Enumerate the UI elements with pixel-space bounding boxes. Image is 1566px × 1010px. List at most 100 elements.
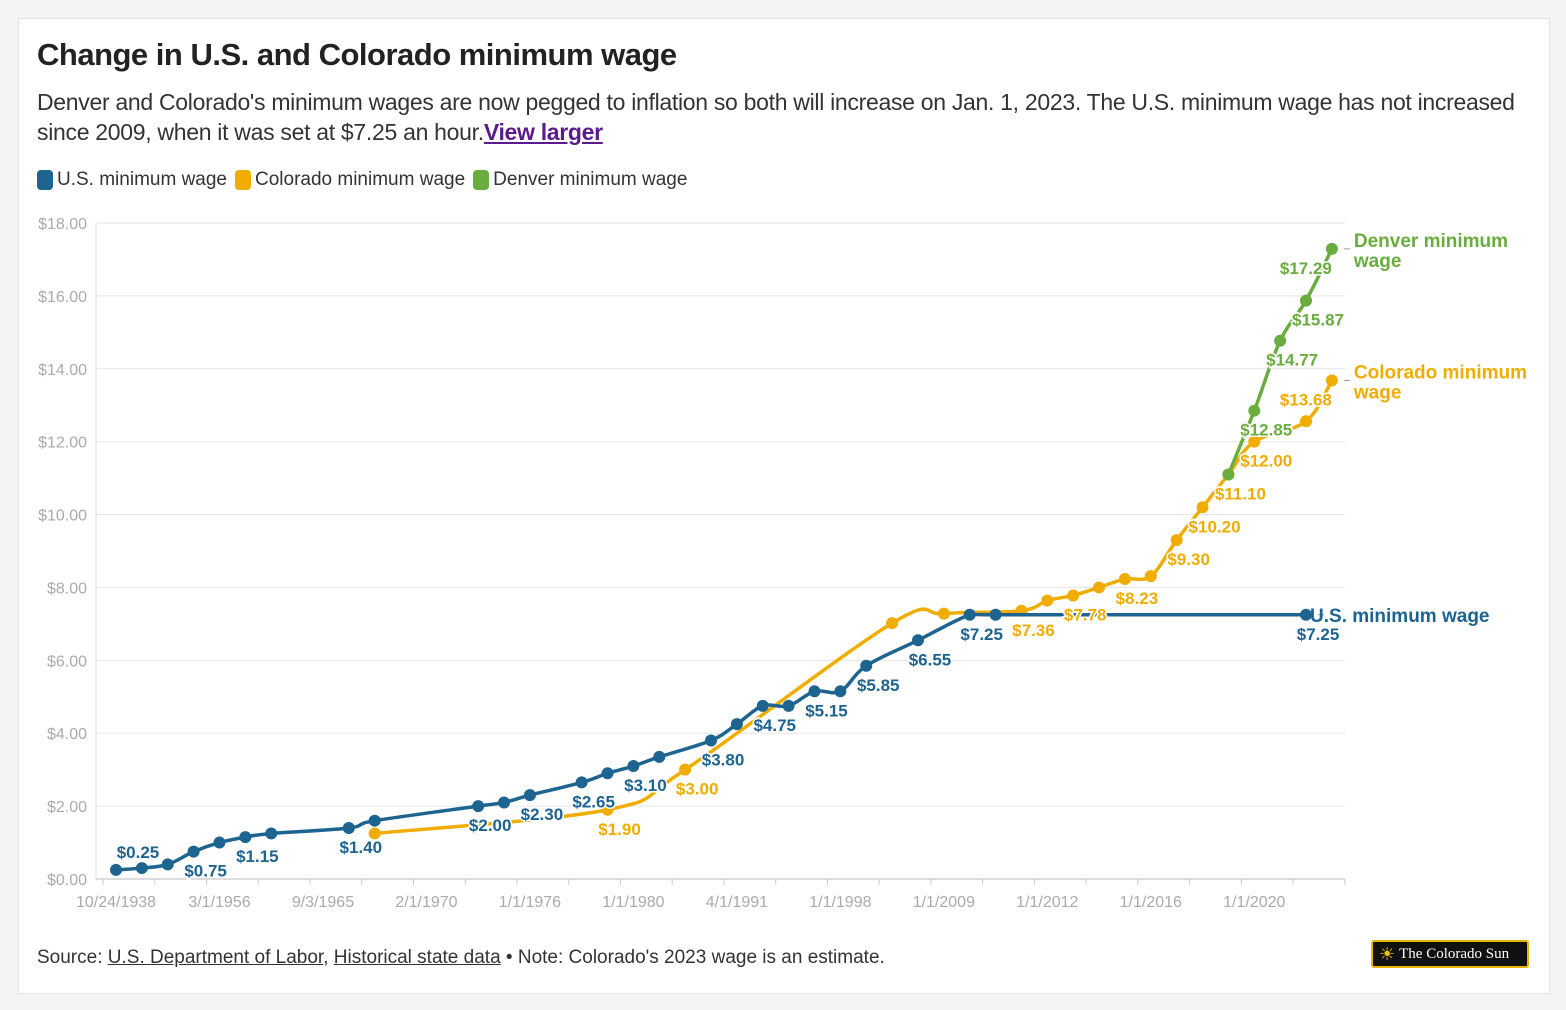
data-point-us xyxy=(963,608,976,621)
data-point-us xyxy=(161,858,174,871)
series-line-colorado xyxy=(374,379,1334,836)
legend-swatch-us xyxy=(37,170,53,190)
data-point-us xyxy=(860,659,873,672)
data-label-us: $1.40 xyxy=(340,838,383,857)
data-label-denver: $15.87 xyxy=(1292,311,1344,330)
data-point-colorado xyxy=(1041,594,1054,607)
legend-swatch-denver xyxy=(473,170,490,190)
data-label-us: $2.00 xyxy=(469,816,512,835)
data-label-us: $1.15 xyxy=(236,847,279,866)
end-label-us: U.S. minimum wage xyxy=(1310,606,1489,627)
data-point-us xyxy=(911,634,924,647)
data-point-us xyxy=(110,863,122,876)
data-point-colorado xyxy=(886,617,899,630)
source-note-text: • Note: Colorado's 2023 wage is an estim… xyxy=(500,947,885,968)
x-tick-label: 3/1/1956 xyxy=(188,894,250,911)
data-label-us: $4.75 xyxy=(753,716,796,735)
data-point-us xyxy=(1300,608,1313,621)
y-tick-label: $16.00 xyxy=(38,289,87,306)
data-point-colorado xyxy=(1144,570,1157,583)
x-tick-label: 1/1/1976 xyxy=(499,894,561,911)
data-point-us xyxy=(342,821,355,834)
legend: U.S. minimum wage Colorado minimum wage … xyxy=(37,169,687,191)
data-label-us: $2.65 xyxy=(572,792,615,811)
data-point-us xyxy=(368,814,381,827)
x-tick-label: 1/1/2012 xyxy=(1016,894,1078,911)
data-point-us xyxy=(213,836,226,849)
data-point-colorado xyxy=(679,763,692,776)
data-label-colorado: $11.10 xyxy=(1215,484,1266,503)
y-tick-label: $6.00 xyxy=(47,653,87,670)
colorado-sun-logo[interactable]: ☀ The Colorado Sun xyxy=(1371,940,1529,968)
data-point-colorado xyxy=(1118,573,1131,586)
legend-label: U.S. minimum wage xyxy=(57,169,227,190)
data-point-colorado xyxy=(1248,435,1261,448)
source-link-state[interactable]: Historical state data xyxy=(333,947,501,968)
data-point-us xyxy=(187,845,200,858)
end-label-colorado: Colorado minimum wage xyxy=(1353,362,1527,403)
data-label-colorado: $12.00 xyxy=(1240,452,1292,471)
chart-title: Change in U.S. and Colorado minimum wage xyxy=(37,37,677,72)
end-label-denver: Denver minimum wage xyxy=(1353,231,1508,272)
data-point-denver xyxy=(1248,404,1261,417)
data-point-colorado xyxy=(1067,589,1080,602)
data-label-colorado: $10.20 xyxy=(1189,517,1241,536)
data-label-colorado: $1.90 xyxy=(598,820,641,839)
data-point-us xyxy=(653,750,666,763)
legend-label: Colorado minimum wage xyxy=(255,169,466,190)
data-label-us: $5.15 xyxy=(805,701,848,720)
data-label-denver: $12.85 xyxy=(1240,421,1292,440)
data-point-us xyxy=(523,789,536,802)
x-tick-label: 2/1/1970 xyxy=(395,894,457,911)
data-point-us xyxy=(834,685,847,698)
data-point-denver xyxy=(1325,242,1338,255)
data-point-colorado xyxy=(1300,415,1313,428)
x-tick-label: 1/1/2020 xyxy=(1223,894,1285,911)
y-tick-label: $2.00 xyxy=(47,799,87,816)
data-point-colorado xyxy=(368,827,381,840)
view-larger-link[interactable]: View larger xyxy=(483,119,603,145)
data-point-us xyxy=(239,831,252,844)
legend-item-colorado[interactable]: Colorado minimum wage xyxy=(235,169,465,191)
data-label-us: $7.25 xyxy=(960,625,1003,644)
data-point-us xyxy=(782,699,795,712)
data-label-us: $3.10 xyxy=(624,776,667,795)
data-point-denver xyxy=(1300,294,1313,307)
legend-swatch-colorado xyxy=(235,170,251,190)
sun-icon: ☀ xyxy=(1379,943,1396,964)
source-prefix: Source: xyxy=(37,947,108,968)
x-tick-label: 1/1/2016 xyxy=(1120,894,1182,911)
data-label-colorado: $13.68 xyxy=(1280,390,1332,409)
x-tick-label: 9/3/1965 xyxy=(292,894,354,911)
data-label-us: $0.25 xyxy=(117,843,160,862)
data-label-denver: $17.29 xyxy=(1280,259,1332,278)
data-point-colorado xyxy=(1170,534,1183,547)
legend-label: Denver minimum wage xyxy=(493,169,688,190)
data-point-us xyxy=(808,685,821,698)
data-point-us xyxy=(498,796,511,809)
data-label-colorado: $7.36 xyxy=(1012,621,1055,640)
data-point-colorado xyxy=(601,803,614,816)
data-point-us xyxy=(730,718,743,731)
data-point-us xyxy=(989,608,1002,621)
data-point-denver xyxy=(1274,334,1287,347)
legend-item-denver[interactable]: Denver minimum wage xyxy=(473,169,687,191)
data-label-colorado: $9.30 xyxy=(1167,550,1210,569)
data-point-us xyxy=(627,760,640,773)
data-point-us xyxy=(472,800,485,813)
data-label-colorado: $8.23 xyxy=(1116,589,1159,608)
x-tick-label: 4/1/1991 xyxy=(706,894,768,911)
data-point-us xyxy=(135,862,148,875)
source-link-dol[interactable]: U.S. Department of Labor xyxy=(107,947,324,968)
y-tick-label: $0.00 xyxy=(47,872,87,889)
legend-item-us[interactable]: U.S. minimum wage xyxy=(37,169,227,191)
y-tick-label: $18.00 xyxy=(38,216,87,233)
data-label-colorado: $7.78 xyxy=(1064,605,1107,624)
data-point-colorado xyxy=(937,607,950,620)
y-tick-label: $4.00 xyxy=(47,726,87,743)
subtitle-text: Denver and Colorado's minimum wages are … xyxy=(37,89,1515,145)
data-point-us xyxy=(756,699,769,712)
data-point-us xyxy=(265,827,278,840)
y-tick-label: $10.00 xyxy=(38,508,87,525)
